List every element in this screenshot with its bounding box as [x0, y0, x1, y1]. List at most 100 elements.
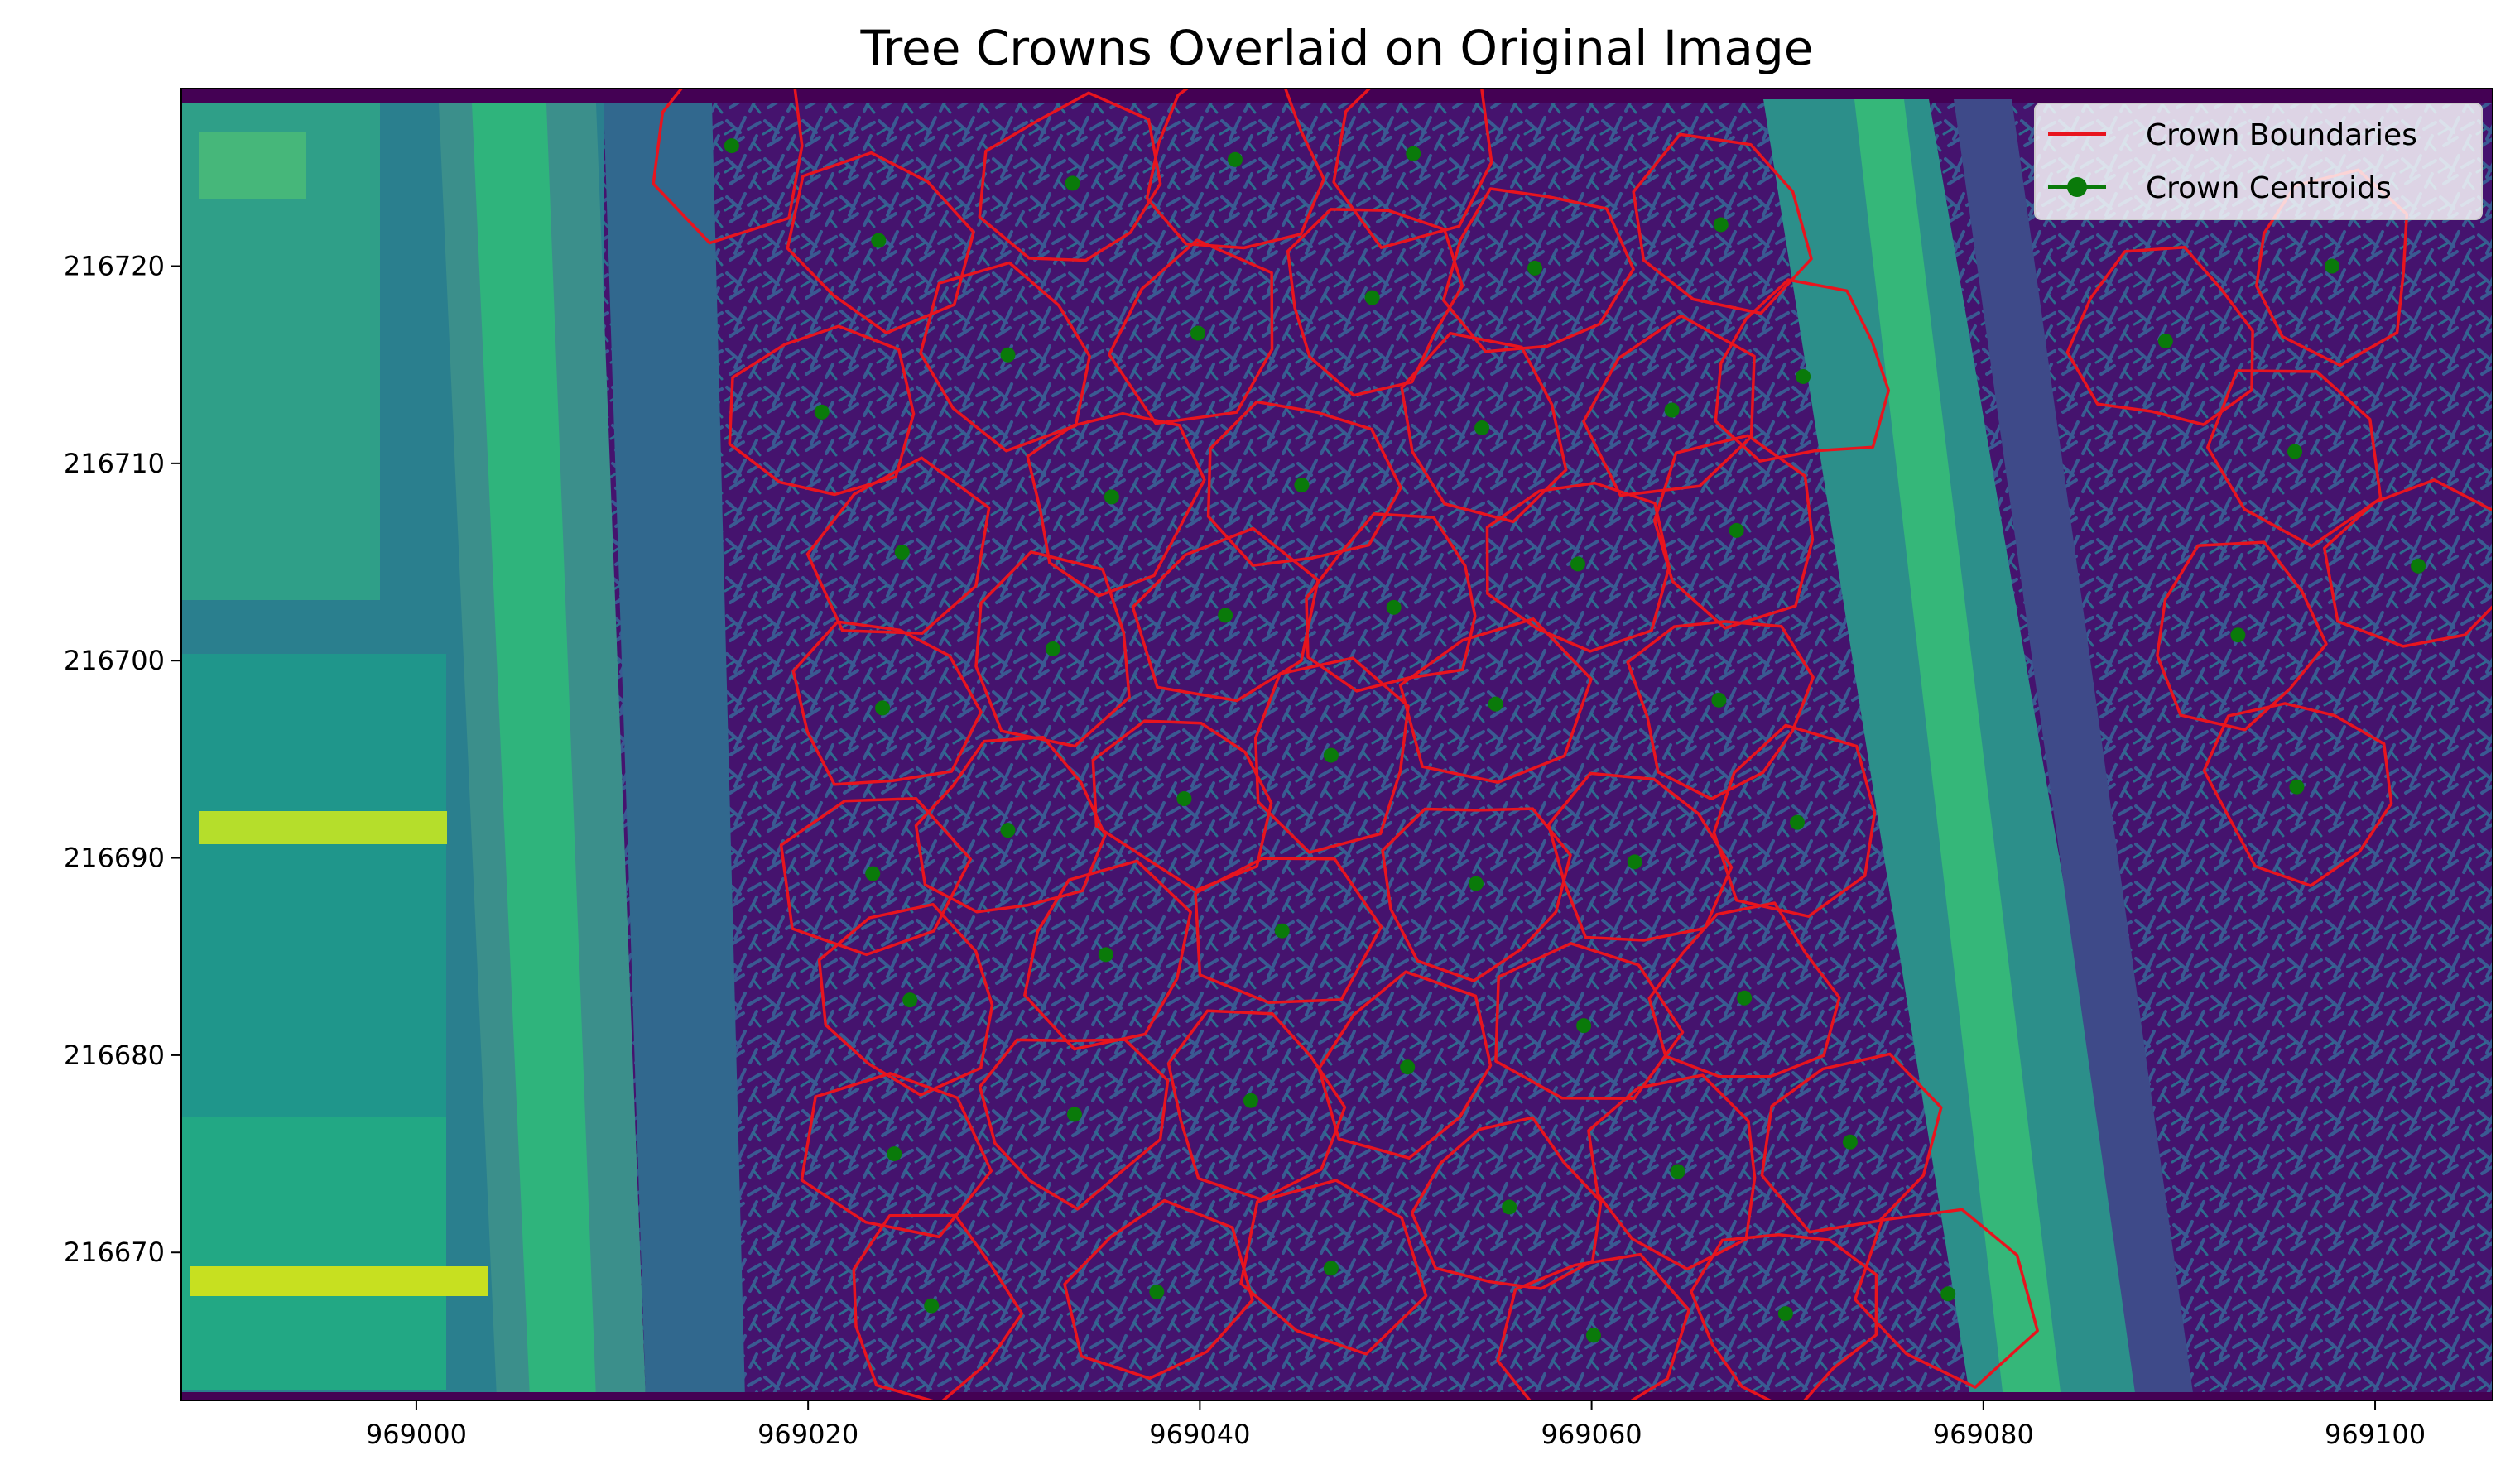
crown-boundary — [652, 89, 804, 245]
crown-centroid-point — [1729, 522, 1744, 538]
crown-boundary — [974, 550, 1131, 748]
x-tick-label: 969020 — [757, 1419, 858, 1450]
crown-boundary — [1494, 942, 1685, 1101]
crown-boundary — [1194, 857, 1383, 1005]
crown-centroid-point — [1474, 420, 1490, 435]
crown-boundary — [791, 620, 983, 786]
crown-centroid-point — [875, 700, 891, 716]
crown-centroid-point — [924, 1298, 940, 1314]
crown-boundary — [1496, 1252, 1690, 1400]
y-tick-label: 216690 — [64, 843, 165, 874]
crown-boundary — [2065, 245, 2254, 426]
crown-boundary — [1587, 1073, 1757, 1271]
crown-boundary — [978, 1038, 1170, 1211]
crown-centroid-point — [724, 138, 739, 154]
crown-centroid-point — [2157, 334, 2173, 349]
crown-centroid-point — [1585, 1328, 1601, 1343]
x-tick-label: 969000 — [366, 1419, 467, 1450]
x-tick-label: 969060 — [1541, 1419, 1642, 1450]
crown-centroid-point — [1386, 599, 1402, 615]
crown-centroid-point — [1323, 1261, 1339, 1276]
crown-centroid-point — [2324, 258, 2339, 274]
crown-centroid-point — [1502, 1199, 1517, 1215]
crown-boundary — [1690, 1233, 1878, 1400]
crown-boundary — [1485, 481, 1671, 653]
crown-boundary — [1305, 512, 1477, 693]
crown-centroid-point — [1468, 876, 1484, 891]
crown-boundary — [1760, 1052, 1943, 1234]
crown-centroid-point — [871, 233, 887, 248]
crown-centroid-point — [1364, 290, 1380, 305]
crown-centroid-point — [814, 404, 830, 420]
crown-boundary — [1063, 1198, 1254, 1381]
crown-centroid-point — [1400, 1059, 1416, 1075]
crown-centroid-point — [2411, 558, 2426, 574]
crown-boundary — [1712, 723, 1877, 918]
crown-centroid-point — [1323, 747, 1339, 763]
y-axis: 216670 216680 216690 216700 216710 216720 — [64, 251, 181, 1268]
crown-centroid-point — [1842, 1134, 1858, 1150]
crown-boundary — [2322, 478, 2493, 648]
crown-centroid-point — [1000, 347, 1016, 363]
crown-boundary — [1546, 771, 1734, 942]
crown-centroid-point — [865, 866, 881, 881]
crown-centroid-point — [1627, 854, 1642, 870]
crown-centroid-point — [894, 545, 910, 560]
crown-boundary — [1023, 859, 1192, 1051]
crown-boundary — [1145, 89, 1325, 250]
crown-boundary — [1206, 400, 1402, 567]
crown-centroid-point — [1294, 478, 1310, 493]
crown-boundary — [1381, 807, 1572, 982]
crown-centroid-point — [1045, 641, 1060, 656]
crown-boundary — [1332, 89, 1493, 249]
legend-box — [2034, 103, 2483, 220]
chart-title: Tree Crowns Overlaid on Original Image — [860, 20, 1814, 76]
crown-centroid-point — [1000, 823, 1016, 838]
crown-boundary — [2202, 702, 2393, 887]
y-tick-label: 216670 — [64, 1237, 165, 1268]
crown-centroid-point — [1527, 260, 1542, 276]
crown-centroid-point — [1176, 791, 1192, 807]
crown-centroid-point — [1790, 814, 1806, 830]
crown-boundaries — [652, 89, 2493, 1400]
crown-boundary — [786, 151, 975, 334]
crown-boundary — [1026, 411, 1206, 598]
x-axis: 969000 969020 969040 969060 969080 969100 — [366, 1400, 2426, 1450]
crown-centroid-point — [1104, 489, 1119, 505]
crown-centroid-point — [1488, 696, 1503, 712]
crown-centroid-point — [2287, 444, 2303, 459]
crown-centroid-point — [1737, 990, 1753, 1006]
crown-boundary — [2156, 540, 2328, 732]
crown-boundary — [1632, 132, 1813, 315]
crown-boundary — [1410, 1116, 1603, 1290]
plot-frame — [180, 88, 2493, 1401]
y-tick-label: 216680 — [64, 1040, 165, 1071]
crown-boundary — [914, 735, 1107, 914]
crown-boundary — [1286, 208, 1464, 397]
background-image — [181, 89, 2493, 1400]
crown-boundary — [1317, 970, 1493, 1160]
crown-centroid-point — [902, 992, 918, 1008]
y-tick-label: 216700 — [64, 645, 165, 676]
crown-centroid-point — [2289, 779, 2305, 795]
crown-centroid-point — [1796, 368, 1811, 384]
crown-centroid-point — [1190, 325, 1206, 341]
crown-centroid-point — [1065, 175, 1080, 191]
crown-boundary — [1714, 278, 1891, 463]
y-tick-label: 216710 — [64, 448, 165, 479]
crown-boundary — [978, 91, 1162, 262]
legend-crown-centroids-marker — [2067, 177, 2087, 197]
crown-centroid-point — [1713, 217, 1729, 233]
x-tick-label: 969080 — [1933, 1419, 2034, 1450]
crown-boundary — [1400, 331, 1568, 524]
crown-centroid-point — [1406, 146, 1421, 161]
crown-centroid-point — [1218, 608, 1233, 623]
crown-centroid-point — [1066, 1107, 1082, 1122]
legend: Crown Boundaries Crown Centroids — [2034, 103, 2483, 220]
crown-boundary — [779, 797, 973, 957]
crown-boundary — [919, 261, 1091, 453]
crown-centroid-point — [1149, 1284, 1165, 1299]
crown-boundary — [1652, 434, 1815, 630]
crown-centroid-point — [1576, 1018, 1592, 1034]
